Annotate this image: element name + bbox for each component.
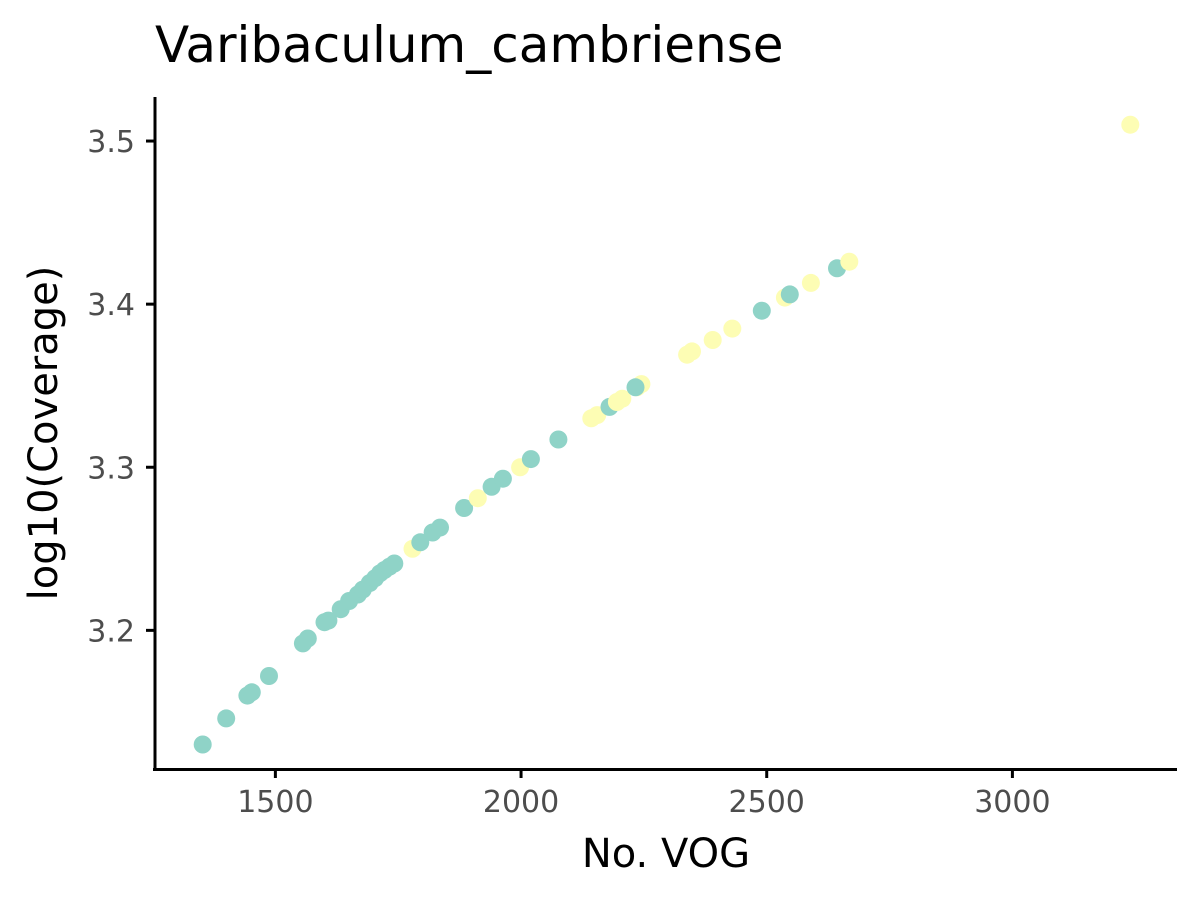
- data-point-4: [242, 683, 261, 702]
- data-point-40: [683, 342, 701, 361]
- data-point-29: [521, 450, 540, 469]
- data-point-49: [1121, 115, 1140, 134]
- x-tick-label: 3000: [974, 785, 1050, 820]
- data-point-27: [493, 469, 512, 488]
- data-point-24: [455, 499, 474, 517]
- data-point-2: [217, 709, 236, 728]
- data-point-48: [840, 252, 859, 271]
- x-axis-label: No. VOG: [582, 831, 750, 877]
- data-point-9: [319, 611, 338, 630]
- data-point-30: [549, 430, 568, 449]
- data-point-38: [626, 378, 645, 397]
- data-point-19: [385, 554, 404, 573]
- y-tick-label: 3.2: [87, 614, 135, 649]
- x-tick-label: 1500: [237, 785, 313, 820]
- data-point-23: [431, 518, 449, 537]
- x-tick-label: 2000: [483, 785, 559, 820]
- chart-title: Varibaculum_cambriense: [155, 16, 784, 74]
- x-axis-ticks: 1500 2000 2500 3000: [237, 769, 1051, 820]
- data-point-43: [752, 301, 771, 320]
- y-tick-label: 3.3: [87, 451, 135, 486]
- data-point-45: [780, 285, 799, 304]
- y-axis-label: log10(Coverage): [21, 266, 67, 601]
- data-point-42: [723, 319, 742, 338]
- data-point-46: [801, 273, 820, 292]
- data-point-5: [260, 667, 278, 685]
- data-point-25: [468, 489, 487, 508]
- data-point-1: [193, 735, 212, 754]
- y-axis-ticks: 3.2 3.3 3.4 3.5: [87, 125, 155, 649]
- y-tick-label: 3.5: [87, 125, 135, 160]
- data-point-7: [298, 629, 317, 648]
- y-tick-label: 3.4: [87, 288, 135, 323]
- data-point-21: [411, 533, 430, 552]
- data-point-35: [613, 389, 632, 408]
- x-tick-label: 2500: [729, 785, 805, 820]
- points-layer: [193, 115, 1140, 754]
- data-point-41: [703, 331, 722, 349]
